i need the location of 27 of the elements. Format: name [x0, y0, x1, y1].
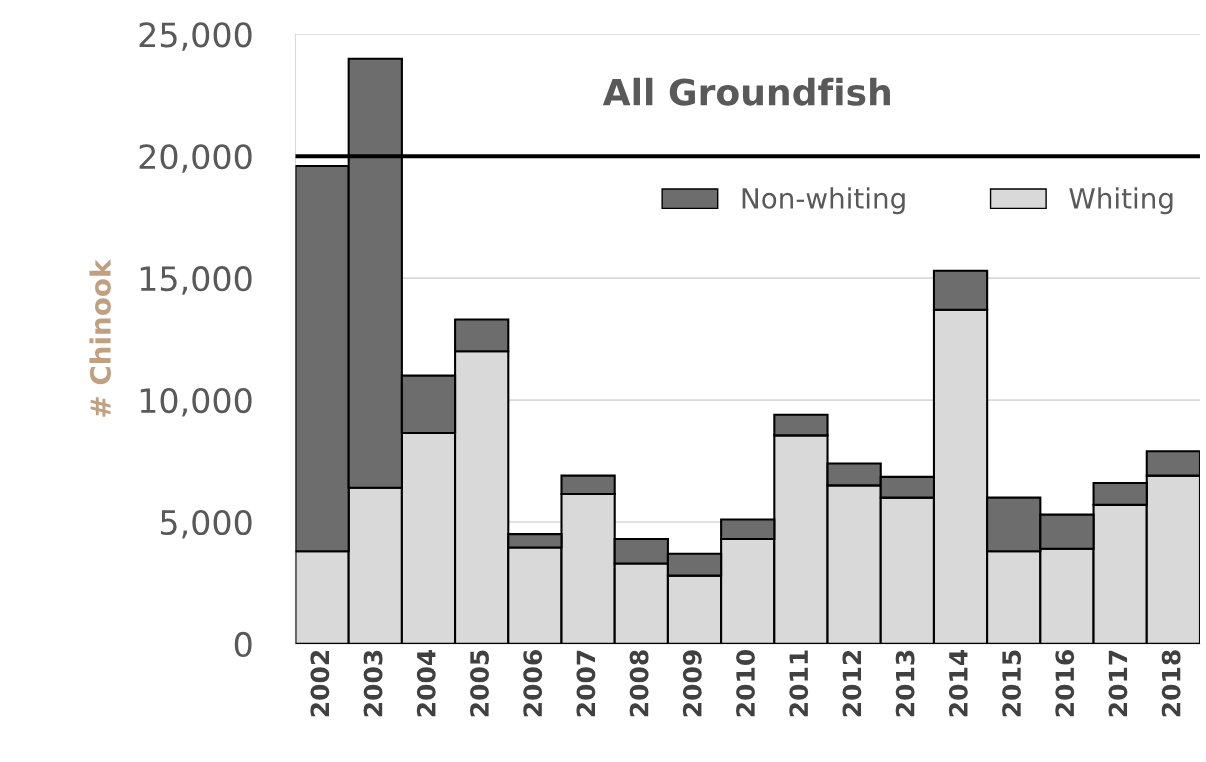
x-tick-label: 2018 — [1161, 650, 1181, 717]
y-axis-title: # Chinook — [89, 259, 111, 417]
text: All Groundfish — [602, 77, 890, 106]
y-tick-label: 15,000 — [140, 266, 252, 295]
x-tick-label: 2010 — [736, 649, 755, 717]
x-tick-label: 2014 — [948, 649, 968, 717]
x-tick-label: 2017 — [1108, 650, 1128, 717]
x-tick-label: 2008 — [629, 650, 649, 717]
y-tick-label: 5,000 — [160, 509, 252, 539]
x-tick-label: 2013 — [895, 650, 915, 717]
x-tick-label: 2015 — [1002, 650, 1021, 717]
legend-label: Whiting — [1069, 187, 1173, 215]
x-tick-label: 2012 — [842, 650, 862, 717]
y-tick-label: 25,000 — [139, 22, 252, 51]
x-tick-label: 2006 — [523, 650, 543, 717]
x-tick-label: 2003 — [363, 650, 383, 717]
x-tick-label: 2005 — [470, 650, 489, 717]
x-tick-label: 2016 — [1055, 650, 1075, 717]
x-tick-label: 2007 — [576, 650, 596, 717]
legend-label: Non-whiting — [742, 187, 905, 215]
y-tick-label: 10,000 — [140, 387, 252, 417]
x-tick-label: 2002 — [310, 650, 330, 717]
y-tick-label: 20,000 — [139, 144, 252, 173]
x-tick-label: 2011 — [789, 650, 809, 717]
y-tick-label: 0 — [234, 631, 252, 658]
x-tick-label: 2004 — [416, 649, 436, 717]
x-tick-label: 2009 — [682, 650, 702, 717]
